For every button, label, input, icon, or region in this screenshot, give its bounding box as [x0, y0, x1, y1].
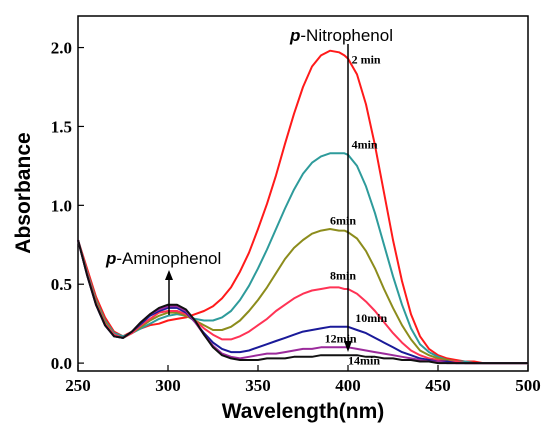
nitrophenol-prefix: p	[289, 26, 300, 45]
time-label: 14min	[348, 354, 380, 368]
increase-arrow-head	[165, 270, 173, 280]
series-line-2	[77, 228, 528, 365]
series-line-3	[77, 239, 528, 365]
time-label: 8min	[330, 268, 356, 282]
x-tick-label: 250	[65, 376, 91, 395]
time-label: 4min	[352, 138, 378, 152]
time-label: 10min	[355, 311, 387, 325]
x-tick-label: 350	[245, 376, 271, 395]
time-label: 6min	[330, 213, 356, 227]
time-labels-layer: 2 min 4min 6min 8min 10min 12min 14min	[325, 52, 388, 367]
aminophenol-prefix: p	[105, 249, 116, 268]
x-tick-label: 300	[155, 376, 181, 395]
series-line-6	[77, 239, 528, 365]
y-tick-label: 1.5	[51, 117, 72, 136]
time-label: 12min	[325, 332, 357, 346]
series-line-0	[77, 49, 528, 365]
aminophenol-rest: -Aminophenol	[116, 249, 221, 268]
y-tick-label: 0.5	[51, 275, 72, 294]
ticks-layer: 250 300 350 400 450 500 0.0 0.5 1.0 1.5 2.0	[51, 39, 541, 395]
y-tick-label: 0.0	[51, 354, 72, 373]
decrease-arrow-head	[344, 341, 352, 352]
nitrophenol-rest: -Nitrophenol	[300, 26, 393, 45]
y-tick-label: 2.0	[51, 39, 72, 58]
plot-frame	[77, 15, 529, 372]
y-axis-title: Absorbance	[12, 132, 35, 253]
aminophenol-label: p-Aminophenol	[105, 249, 221, 268]
y-tick-label: 1.0	[51, 196, 72, 215]
series-line-1	[77, 152, 528, 365]
x-tick-label: 400	[335, 376, 361, 395]
series-layer	[77, 49, 528, 365]
x-tick-label: 450	[425, 376, 451, 395]
nitrophenol-label: p-Nitrophenol	[289, 26, 393, 45]
time-label: 2 min	[352, 52, 381, 66]
x-axis-title: Wavelength(nm)	[222, 400, 385, 423]
x-tick-label: 500	[515, 376, 541, 395]
